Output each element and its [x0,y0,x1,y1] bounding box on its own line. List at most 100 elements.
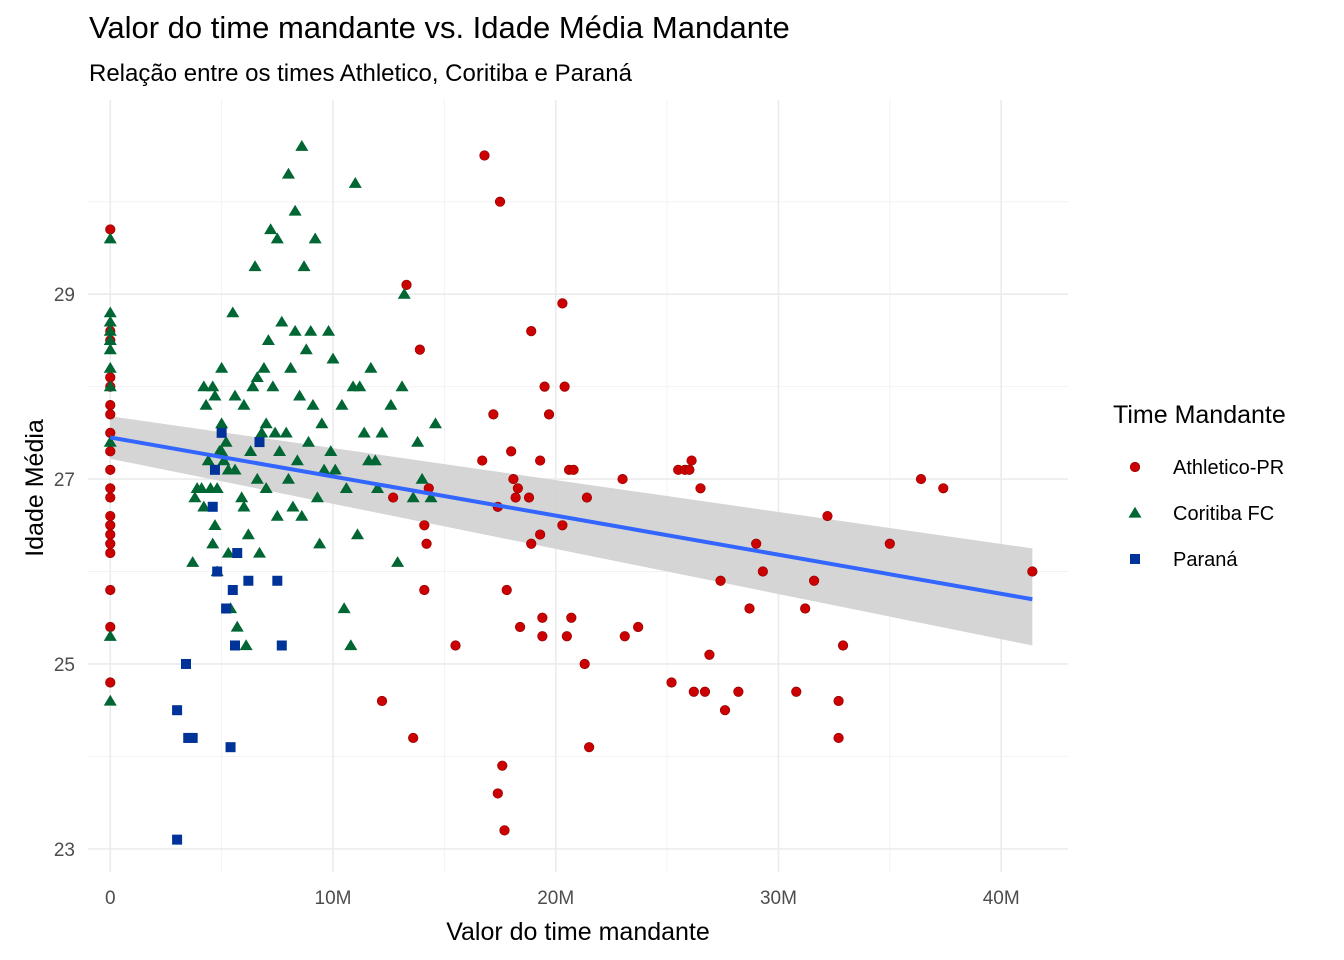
data-point [237,398,251,410]
data-point [255,426,269,438]
legend: Time Mandante Athletico-PR Coritiba FC Par… [1113,401,1286,571]
data-point [290,454,304,466]
data-point [304,324,318,336]
data-point [322,324,336,336]
data-point [221,546,235,558]
data-point [197,380,211,392]
data-point [105,400,116,411]
legend-key-circle [1129,461,1141,473]
data-point [264,223,278,235]
data-point [273,445,287,456]
data-point [339,482,353,493]
data-point [250,371,264,383]
data-point [239,639,253,651]
data-point [375,426,389,438]
data-point [281,167,295,179]
data-point [719,705,731,716]
data-point [328,463,342,475]
data-point [187,732,198,743]
data-point [228,463,242,475]
data-point [232,548,243,559]
x-tick-label: 0 [105,888,116,909]
data-point [633,621,644,633]
data-point [557,520,568,531]
legend-label: Coritiba FC [1173,503,1274,525]
data-point [103,630,117,641]
data-point [297,260,311,272]
data-point [181,658,191,669]
data-point [246,380,260,392]
data-point [535,529,546,540]
data-points [103,140,1038,845]
data-point [579,658,590,670]
data-point [357,426,371,438]
data-point [257,361,271,373]
data-point [397,287,411,299]
data-point [884,538,895,549]
data-point [408,732,419,744]
data-point [288,204,302,216]
data-point [228,389,242,401]
data-point [695,483,706,494]
data-point [326,352,340,364]
data-point [497,760,508,771]
data-point [207,501,218,512]
data-point [225,742,236,753]
data-point [833,695,844,707]
data-point [250,472,264,484]
data-point [350,528,365,540]
data-point [808,575,820,586]
data-point [704,649,715,660]
legend-title: Time Mandante [1113,401,1286,429]
data-point [324,445,338,456]
data-point [217,454,231,466]
data-point [499,825,510,836]
data-point [241,528,255,540]
data-point [172,834,183,845]
x-tick-label: 20M [537,888,574,909]
data-point [512,483,523,494]
data-point [172,705,183,716]
data-point [414,344,425,355]
data-point [295,140,309,151]
data-point [617,473,628,485]
chart-title: Valor do time mandante vs. Idade Média M… [89,10,790,45]
data-point [103,361,117,373]
series-coritiba-fc [103,140,442,706]
data-point [368,454,382,466]
data-point [401,279,412,291]
data-point [188,491,202,503]
data-point [317,463,331,475]
data-point [215,445,229,456]
data-point [371,482,385,493]
data-point [301,435,316,447]
data-point [103,435,117,447]
data-point [103,232,117,244]
data-point [103,315,117,327]
data-point [308,232,322,244]
data-point [105,409,116,420]
data-point [270,232,284,244]
series-athletico-pr [105,150,1038,836]
data-point [216,427,227,438]
data-point [230,640,240,651]
data-point [686,455,697,466]
data-point [561,631,572,642]
data-point [219,435,233,447]
y-tick-label: 23 [54,840,75,861]
data-point [488,409,499,420]
data-point [508,473,519,485]
chart-subtitle: Relação entre os times Athletico, Coriti… [89,60,632,87]
data-point [344,639,358,651]
data-point [206,380,220,392]
data-point [315,417,329,429]
data-point [237,500,251,512]
data-point [195,482,209,493]
data-point [406,491,420,503]
x-tick-label: 10M [315,888,352,909]
data-point [543,409,555,420]
data-point [837,640,849,651]
data-point [243,575,254,586]
data-point [537,631,548,642]
